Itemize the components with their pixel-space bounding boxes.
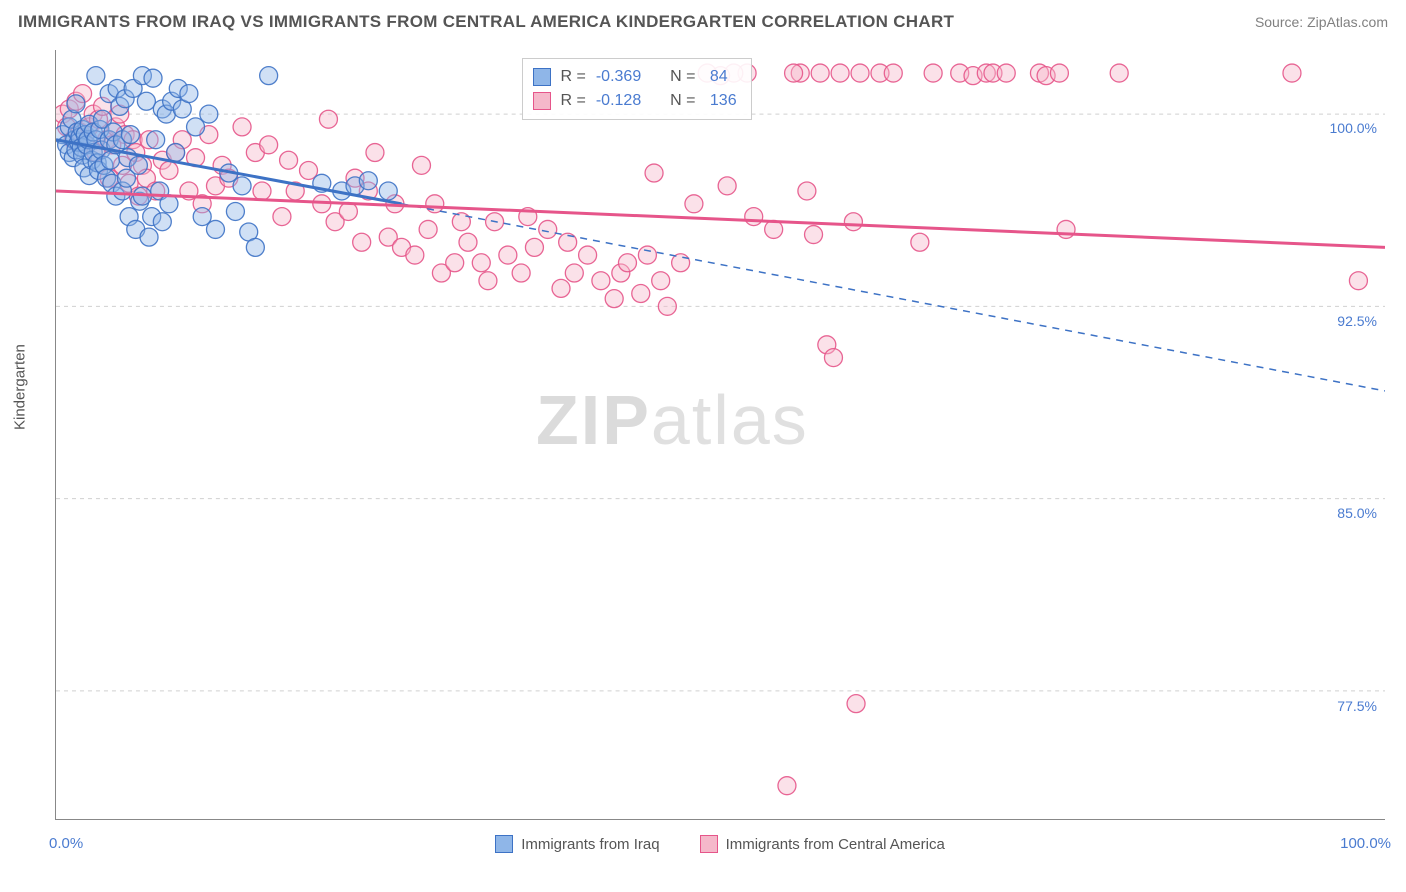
legend-label: Immigrants from Iraq [521,836,659,853]
legend-item-central_america: Immigrants from Central America [700,835,945,853]
chart-svg [56,50,1385,819]
n-value: 84 [705,65,727,89]
swatch-icon [533,68,551,86]
r-value: -0.369 [596,65,641,89]
correlation-stats-box: R = -0.369 N = 84 R = -0.128 N = 136 [522,58,752,120]
x-axis-row: 0.0% 100.0% Immigrants from IraqImmigran… [55,835,1385,865]
chart-header: IMMIGRANTS FROM IRAQ VS IMMIGRANTS FROM … [18,12,1388,42]
chart-title: IMMIGRANTS FROM IRAQ VS IMMIGRANTS FROM … [18,12,954,31]
y-axis-label: Kindergarten [12,344,29,430]
y-tick-label: 77.5% [1337,698,1377,714]
y-tick-label: 85.0% [1337,505,1377,521]
swatch-icon [495,835,513,853]
swatch-icon [700,835,718,853]
stats-row-iraq: R = -0.369 N = 84 [533,65,737,89]
r-label: R = [561,65,586,89]
legend-label: Immigrants from Central America [726,836,945,853]
legend-item-iraq: Immigrants from Iraq [495,835,659,853]
stats-row-central_america: R = -0.128 N = 136 [533,89,737,113]
chart-plot-area: ZIPatlas R =-0.369 N = 84R =-0.128 N = 1… [55,50,1385,820]
series-legend: Immigrants from Iraq Immigrants from Cent… [55,835,1385,853]
r-label: R = [561,89,586,113]
n-value: 136 [705,89,736,113]
n-label: N = [670,89,695,113]
y-tick-label: 92.5% [1337,313,1377,329]
n-label: N = [670,65,695,89]
source-attribution: Source: ZipAtlas.com [1255,14,1388,30]
r-value: -0.128 [596,89,641,113]
y-tick-label: 100.0% [1330,120,1377,136]
swatch-icon [533,92,551,110]
